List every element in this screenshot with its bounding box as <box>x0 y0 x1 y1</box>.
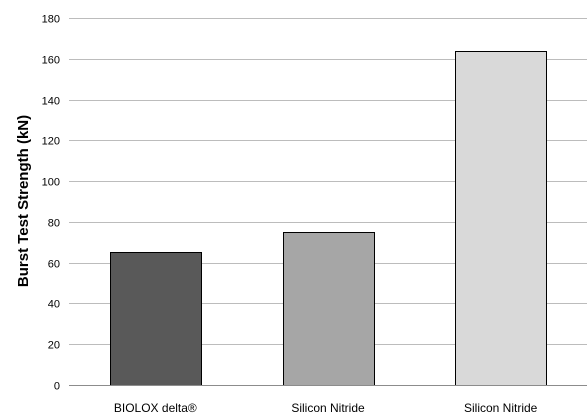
bars <box>110 51 547 386</box>
y-tick-label: 140 <box>42 96 60 108</box>
x-category-labels: BIOLOX delta® Silicon Nitride Silicon Nitr… <box>114 401 538 415</box>
y-tick-label: 0 <box>54 381 60 393</box>
x-category-label: BIOLOX delta® <box>114 401 197 415</box>
y-tick-label: 120 <box>42 136 60 148</box>
y-tick-label: 80 <box>48 218 60 230</box>
y-tick-labels: 0 20 40 60 80 100 120 140 160 180 <box>42 14 60 393</box>
y-tick-label: 60 <box>48 259 60 271</box>
bar <box>283 232 375 386</box>
y-tick-label: 160 <box>42 55 60 67</box>
x-category-label: Silicon Nitride <box>464 401 538 415</box>
bar <box>455 51 547 386</box>
bar <box>110 252 202 386</box>
y-axis-label: Burst Test Strength (kN) <box>15 115 32 287</box>
y-tick-label: 20 <box>48 340 60 352</box>
y-tick-label: 100 <box>42 177 60 189</box>
y-tick-label: 40 <box>48 299 60 311</box>
x-category-label: Silicon Nitride <box>291 401 365 415</box>
y-tick-label: 180 <box>42 14 60 26</box>
